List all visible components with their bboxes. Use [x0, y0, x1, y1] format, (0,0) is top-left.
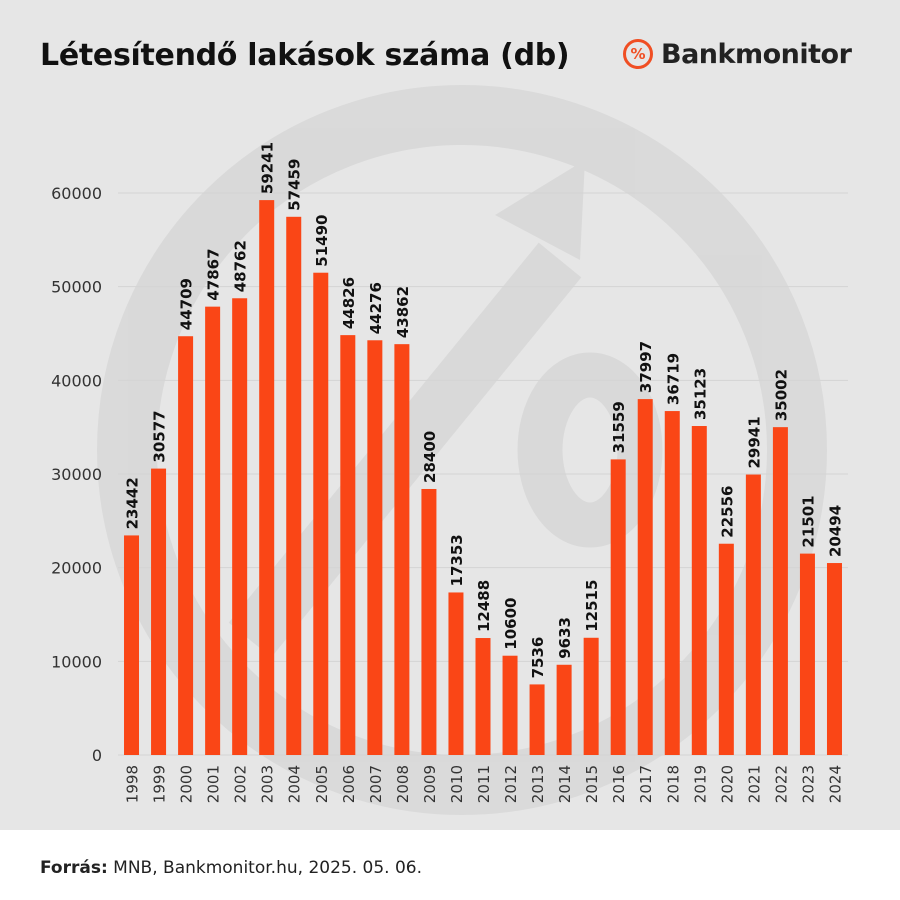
- bar: [556, 664, 572, 755]
- x-tick-label: 2018: [664, 765, 682, 803]
- source-note: Forrás: MNB, Bankmonitor.hu, 2025. 05. 0…: [40, 858, 422, 878]
- data-label: 20494: [826, 505, 844, 557]
- x-tick-label: 2010: [448, 765, 466, 803]
- data-label: 28400: [421, 431, 439, 483]
- x-tick-label: 2023: [799, 765, 817, 803]
- data-label: 9633: [556, 617, 574, 659]
- x-tick-label: 2007: [367, 765, 385, 803]
- x-tick-label: 2021: [745, 765, 763, 803]
- bar: [259, 200, 275, 755]
- x-tick-label: 2003: [259, 765, 277, 803]
- data-label: 48762: [232, 240, 250, 292]
- percent-icon: %: [623, 39, 653, 69]
- data-label: 44276: [367, 282, 385, 334]
- x-tick-label: 2005: [313, 765, 331, 803]
- x-tick-label: 2006: [340, 765, 358, 803]
- brand-logo: % Bankmonitor: [623, 36, 852, 72]
- x-tick-label: 2022: [772, 765, 790, 803]
- bar: [178, 336, 194, 755]
- bar: [232, 298, 248, 755]
- x-tick-label: 2020: [718, 765, 736, 803]
- y-tick-label: 20000: [51, 559, 102, 578]
- x-tick-label: 2015: [583, 765, 601, 803]
- source-label: Forrás:: [40, 858, 108, 878]
- data-label: 30577: [151, 410, 169, 462]
- x-tick-label: 2001: [205, 765, 223, 803]
- data-label: 17353: [448, 534, 466, 586]
- bar: [502, 655, 518, 755]
- data-label: 37997: [637, 341, 655, 393]
- y-tick-label: 50000: [51, 278, 102, 297]
- y-tick-label: 0: [92, 746, 102, 765]
- x-tick-label: 2000: [178, 765, 196, 803]
- data-label: 35002: [772, 369, 790, 421]
- y-tick-label: 60000: [51, 184, 102, 203]
- data-label: 29941: [745, 416, 763, 468]
- x-tick-label: 2002: [232, 765, 250, 803]
- x-tick-label: 2016: [610, 765, 628, 803]
- x-tick-label: 1999: [151, 765, 169, 803]
- bar: [637, 399, 653, 755]
- data-label: 36719: [664, 353, 682, 405]
- y-tick-label: 10000: [51, 652, 102, 671]
- data-label: 44826: [340, 277, 358, 329]
- x-tick-label: 2008: [394, 765, 412, 803]
- brand-name: Bankmonitor: [661, 38, 852, 70]
- bar: [772, 427, 788, 755]
- x-tick-label: 2019: [691, 765, 709, 803]
- bar: [610, 459, 626, 755]
- chart-card: 0 10000 20000 30000 40000 50000 60000 23442 305…: [0, 0, 900, 830]
- y-tick-label: 30000: [51, 465, 102, 484]
- x-tick-label: 1998: [124, 765, 142, 803]
- data-label: 22556: [718, 486, 736, 538]
- data-label: 31559: [610, 401, 628, 453]
- chart-title: Létesítendő lakások száma (db): [40, 38, 570, 73]
- data-label: 44709: [178, 278, 196, 330]
- source-text: MNB, Bankmonitor.hu, 2025. 05. 06.: [113, 858, 422, 878]
- x-tick-label: 2004: [286, 765, 304, 803]
- x-tick-label: 2013: [529, 765, 547, 803]
- x-tick-label: 2017: [637, 765, 655, 803]
- data-label: 51490: [313, 215, 331, 267]
- bar: [367, 340, 383, 755]
- data-label: 23442: [124, 477, 142, 529]
- data-label: 35123: [691, 368, 709, 420]
- bar: [340, 335, 356, 755]
- bar: [124, 535, 140, 755]
- bar: [745, 474, 761, 755]
- bar: [394, 344, 410, 755]
- bar: [313, 272, 329, 755]
- data-label: 47867: [205, 248, 223, 300]
- bar: [718, 543, 734, 755]
- bar: [826, 563, 842, 755]
- bar: [691, 426, 707, 755]
- bar: [151, 468, 167, 755]
- data-label: 10600: [502, 598, 520, 650]
- bar: [475, 638, 491, 755]
- data-label: 57459: [286, 159, 304, 211]
- y-tick-label: 40000: [51, 371, 102, 390]
- bar: [529, 684, 545, 755]
- x-tick-label: 2012: [502, 765, 520, 803]
- x-tick-label: 2009: [421, 765, 439, 803]
- bar: [286, 216, 302, 755]
- bar: [448, 592, 464, 755]
- bar: [799, 553, 815, 755]
- bar: [664, 411, 680, 755]
- bar: [583, 637, 599, 755]
- bar-chart: 0 10000 20000 30000 40000 50000 60000 23442 305…: [51, 85, 848, 815]
- data-label: 21501: [799, 495, 817, 547]
- data-label: 43862: [394, 286, 412, 338]
- data-label: 59241: [259, 142, 277, 194]
- x-tick-label: 2014: [556, 765, 574, 803]
- data-label: 7536: [529, 637, 547, 679]
- data-label: 12515: [583, 580, 601, 632]
- x-tick-label: 2011: [475, 765, 493, 803]
- bar: [205, 306, 221, 755]
- data-label: 12488: [475, 580, 493, 632]
- x-tick-label: 2024: [826, 765, 844, 803]
- bar: [421, 488, 437, 755]
